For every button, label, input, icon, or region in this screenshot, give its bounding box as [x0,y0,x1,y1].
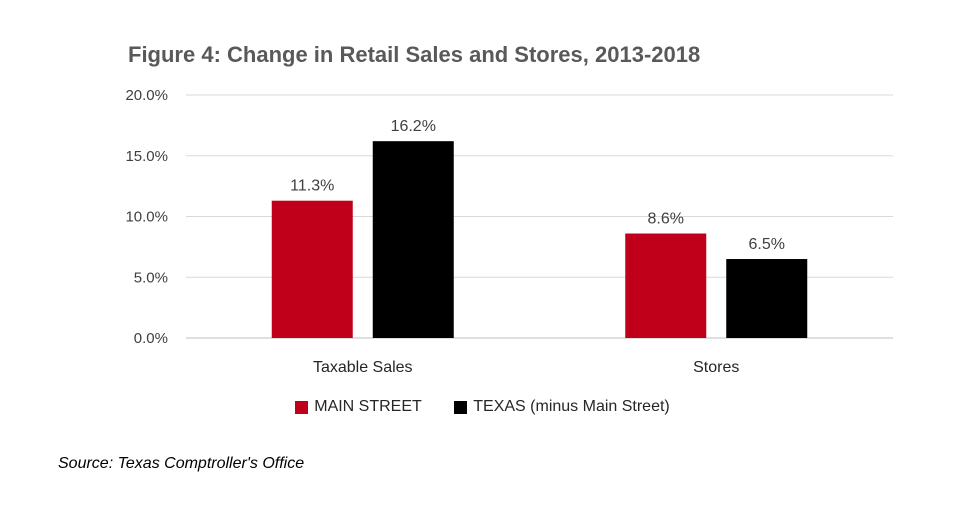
data-label: 16.2% [391,118,436,135]
y-tick-label: 15.0% [125,148,168,165]
data-label: 6.5% [749,236,785,253]
legend-item-texas: TEXAS (minus Main Street) [454,398,670,416]
legend-label-main-street: MAIN STREET [314,398,422,415]
bar-main-street-taxable-sales [271,200,353,338]
legend-item-main-street: MAIN STREET [295,398,422,416]
bar-texas-stores [726,259,808,338]
x-category-label: Taxable Sales [313,359,413,376]
legend-swatch-main-street [295,400,309,414]
legend-swatch-texas [454,400,468,414]
y-tick-label: 5.0% [134,269,168,286]
x-category-label: Stores [693,359,739,376]
bar-main-street-stores [625,233,707,338]
source-note: Source: Texas Comptroller's Office [58,455,305,472]
data-label: 11.3% [290,178,334,195]
y-tick-label: 0.0% [134,330,168,347]
legend-label-texas: TEXAS (minus Main Street) [473,398,670,415]
data-label: 8.6% [648,211,684,228]
y-tick-label: 10.0% [125,209,168,226]
y-tick-label: 20.0% [125,87,168,104]
chart-title: Figure 4: Change in Retail Sales and Sto… [128,42,701,67]
chart-legend: MAIN STREET TEXAS (minus Main Street) [0,398,965,419]
bar-texas-taxable-sales [372,141,454,338]
